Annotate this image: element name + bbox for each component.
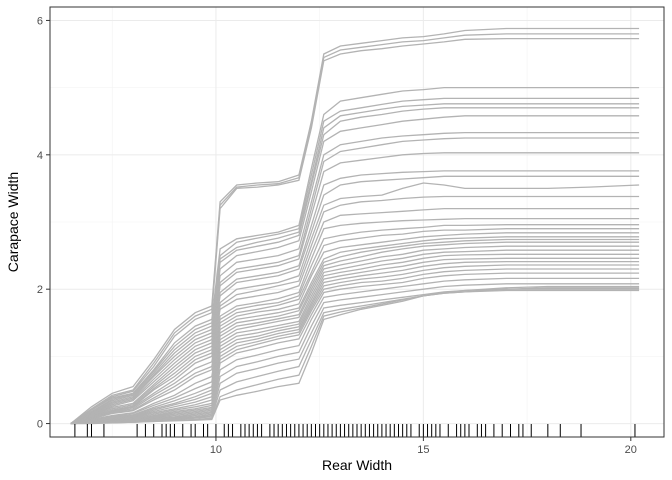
plot-panel-border (49, 6, 665, 438)
y-tick-label: 6 (37, 15, 43, 27)
series-line-15 (70, 195, 640, 425)
series-line-3 (70, 37, 640, 425)
series-line-9 (70, 131, 640, 425)
series-line-28 (70, 260, 640, 425)
series-line-7 (70, 107, 640, 425)
series-line-5 (70, 97, 640, 425)
series-line-25 (70, 249, 640, 425)
x-tick-label: 15 (417, 444, 429, 456)
series-line-26 (70, 253, 640, 425)
rug-marks (74, 424, 636, 437)
series-line-16 (70, 207, 640, 425)
series-line-6 (70, 103, 640, 425)
series-line-21 (70, 236, 640, 425)
series-line-22 (70, 238, 640, 425)
series-line-27 (70, 257, 640, 425)
y-axis: 0 2 4 6 (37, 15, 50, 431)
x-tick-label: 10 (210, 444, 222, 456)
series-line-11 (70, 152, 640, 425)
series-line-29 (70, 264, 640, 425)
series-line-30 (70, 268, 640, 425)
gridlines (50, 7, 664, 437)
series-line-2 (70, 33, 640, 425)
x-tick-label: 20 (625, 444, 637, 456)
y-axis-title: Carapace Width (5, 172, 21, 272)
series-line-32 (70, 277, 640, 425)
series-line-19 (70, 228, 640, 425)
series-line-18 (70, 224, 640, 425)
x-axis-title: Rear Width (322, 457, 392, 473)
series-line-24 (70, 245, 640, 425)
series-line-37 (70, 285, 640, 425)
y-tick-label: 0 (37, 419, 43, 431)
series-lines (70, 27, 640, 425)
series-line-20 (70, 232, 640, 425)
series-line-14 (70, 182, 640, 425)
series-line-10 (70, 137, 640, 425)
y-tick-label: 2 (37, 284, 43, 296)
series-line-4 (70, 86, 640, 425)
series-line-8 (70, 115, 640, 425)
x-axis: 10 15 20 (210, 437, 637, 456)
series-line-17 (70, 217, 640, 425)
series-line-13 (70, 175, 640, 425)
series-line-23 (70, 241, 640, 425)
series-line-31 (70, 272, 640, 425)
series-line-33 (70, 283, 640, 425)
series-line-1 (70, 27, 640, 425)
series-line-12 (70, 170, 640, 425)
y-tick-label: 4 (37, 150, 43, 162)
